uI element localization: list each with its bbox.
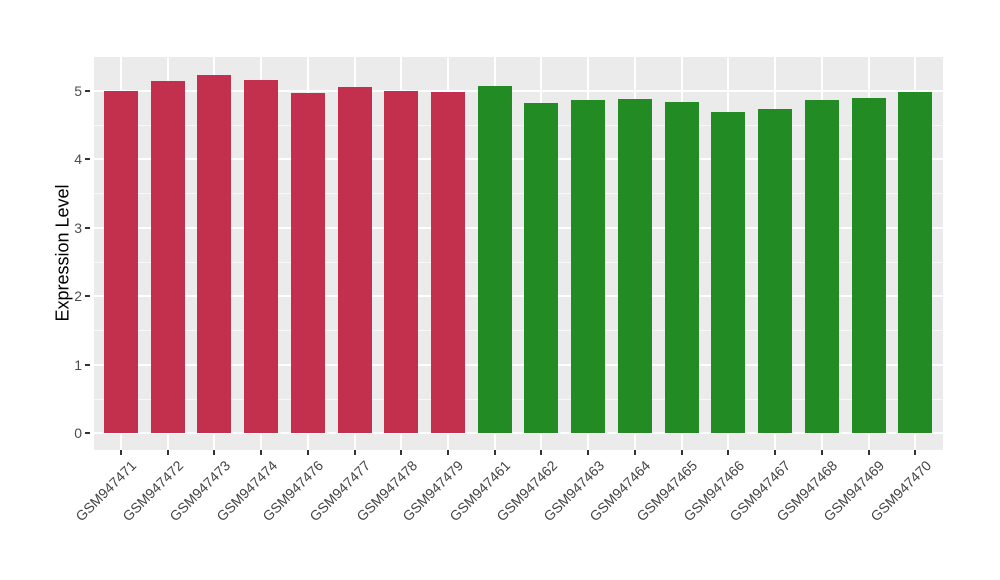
y-tick-label: 0: [74, 425, 82, 442]
y-tick-label: 3: [74, 219, 82, 236]
x-tick-mark: [587, 450, 590, 455]
bar-GSM947469: [851, 97, 886, 434]
major-gridline: [94, 363, 943, 366]
major-gridline: [94, 158, 943, 161]
major-gridline: [94, 89, 943, 92]
y-tick-mark: [85, 226, 90, 229]
y-tick-label: 1: [74, 356, 82, 373]
minor-gridline: [94, 261, 943, 263]
bar-GSM947474: [244, 79, 279, 434]
minor-gridline: [94, 124, 943, 126]
x-tick-mark: [727, 450, 730, 455]
bar-GSM947477: [337, 86, 372, 434]
x-tick-mark: [914, 450, 917, 455]
major-gridline: [94, 432, 943, 435]
x-tick-mark: [120, 450, 122, 455]
minor-gridline: [94, 193, 943, 195]
y-tick-mark: [85, 363, 90, 366]
x-tick-mark: [774, 450, 777, 455]
y-tick-label: 5: [74, 82, 82, 99]
major-gridline: [94, 226, 943, 229]
minor-gridline: [94, 330, 943, 332]
y-tick-label: 2: [74, 288, 82, 305]
plot-panel: [94, 57, 943, 450]
bar-GSM947466: [711, 112, 746, 434]
x-tick-mark: [260, 450, 263, 455]
bar-GSM947462: [524, 103, 559, 434]
x-tick-mark: [447, 450, 450, 455]
x-tick-mark: [213, 450, 216, 455]
bar-GSM947465: [664, 101, 699, 434]
x-tick-mark: [633, 450, 636, 455]
bar-GSM947471: [104, 90, 138, 434]
bar-GSM947478: [384, 90, 419, 434]
x-tick-mark: [166, 450, 169, 455]
bar-GSM947473: [197, 75, 232, 434]
bar-GSM947472: [150, 81, 185, 434]
x-tick-mark: [493, 450, 496, 455]
x-tick-mark: [680, 450, 683, 455]
x-tick-mark: [820, 450, 823, 455]
bar-GSM947468: [804, 99, 839, 434]
bar-GSM947461: [477, 86, 512, 434]
bar-GSM947463: [571, 100, 606, 434]
bar-GSM947470: [898, 92, 933, 434]
x-tick-mark: [867, 450, 870, 455]
minor-gridline: [94, 398, 943, 400]
y-tick-label: 4: [74, 151, 82, 168]
bar-GSM947479: [431, 92, 466, 434]
y-tick-mark: [85, 158, 90, 161]
y-tick-mark: [85, 89, 90, 92]
major-gridline: [94, 295, 943, 298]
x-tick-mark: [306, 450, 309, 455]
bar-GSM947467: [758, 109, 793, 434]
x-tick-mark: [540, 450, 543, 455]
y-tick-mark: [85, 432, 90, 435]
bar-GSM947464: [617, 99, 652, 434]
y-tick-mark: [85, 295, 90, 298]
x-tick-mark: [353, 450, 356, 455]
x-tick-mark: [400, 450, 403, 455]
bar-GSM947476: [290, 92, 325, 434]
